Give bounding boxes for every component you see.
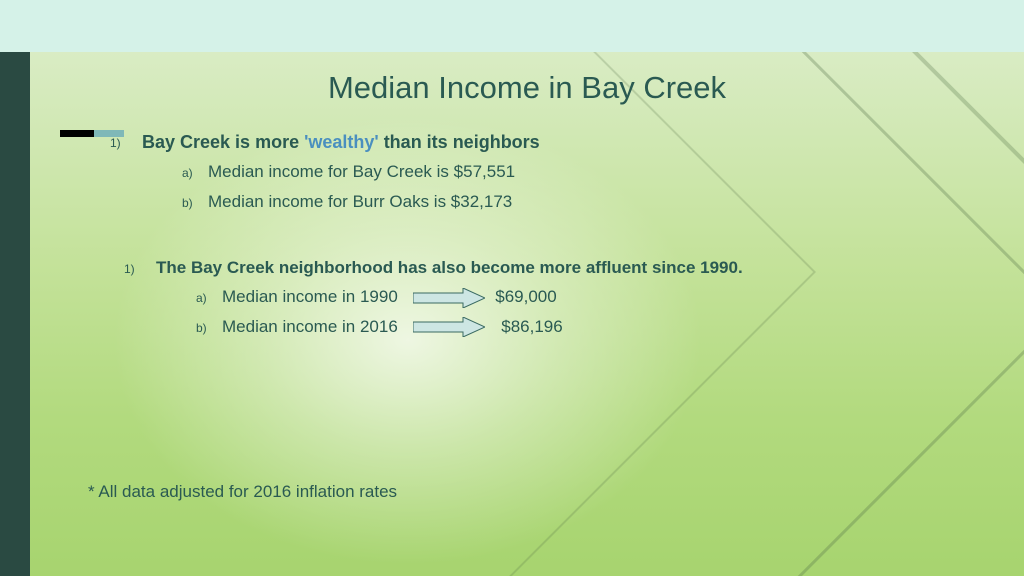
section-1-item-a: a)Median income for Bay Creek is $57,551 (182, 159, 984, 185)
top-band (0, 0, 1024, 52)
slide-title: Median Income in Bay Creek (30, 70, 1024, 106)
text: Median income for Bay Creek is $57,551 (208, 162, 515, 181)
text: Median income for Burr Oaks is $32,173 (208, 192, 512, 211)
arrow-right-icon (413, 317, 485, 337)
text: Bay Creek is more (142, 132, 304, 152)
footnote: * All data adjusted for 2016 inflation r… (88, 482, 397, 502)
list-marker: a) (182, 164, 208, 182)
list-marker: b) (182, 194, 208, 212)
value: $69,000 (495, 284, 585, 310)
text: than its neighbors (379, 132, 540, 152)
slide-content: 1) Bay Creek is more 'wealthy' than its n… (110, 132, 984, 343)
text: The Bay Creek neighborhood has also beco… (156, 258, 743, 277)
text: Median income in 2016 (222, 317, 398, 336)
list-marker: a) (196, 289, 222, 307)
section-2-item-a: a)Median income in 1990 $69,000 (196, 284, 984, 310)
section-2-item-b: b)Median income in 2016 $86,196 (196, 314, 984, 340)
slide-body: Median Income in Bay Creek 1) Bay Creek i… (30, 52, 1024, 576)
left-sidebar-band (0, 52, 30, 576)
accent-bar-teal (94, 130, 124, 137)
section-2-heading: 1)The Bay Creek neighborhood has also be… (124, 258, 984, 278)
section-1-heading: 1)Bay Creek is more 'wealthy' than its n… (110, 132, 984, 153)
list-marker: 1) (124, 258, 156, 276)
text: Median income in 1990 (222, 287, 398, 306)
value: $86,196 (495, 314, 585, 340)
list-marker: b) (196, 319, 222, 337)
arrow-right-icon (413, 288, 485, 308)
accent-word: 'wealthy' (304, 132, 379, 152)
section-1-item-b: b)Median income for Burr Oaks is $32,173 (182, 189, 984, 215)
accent-bar-black (60, 130, 94, 137)
